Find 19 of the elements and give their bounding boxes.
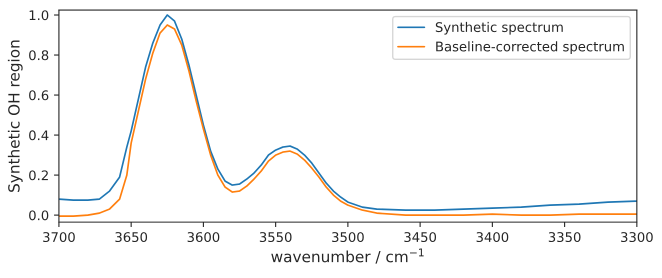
y-tick-label: 0.0: [29, 210, 48, 220]
y-tick-label: 0.6: [29, 90, 48, 100]
x-tick-label: 3550: [260, 232, 292, 242]
x-tick-label: 3350: [548, 232, 581, 242]
legend-label: Baseline-corrected spectrum: [436, 41, 624, 54]
x-tick-label: 3650: [115, 232, 148, 242]
x-tick-label: 3600: [188, 232, 220, 242]
legend-label: Synthetic spectrum: [436, 22, 563, 35]
x-axis-title: wavenumber / cm$^{−1}$: [271, 248, 424, 264]
y-axis-title: Synthetic OH region: [8, 40, 23, 192]
y-tick-label: 1.0: [30, 10, 48, 20]
x-tick-label: 3300: [621, 232, 653, 242]
x-tick-label: 3500: [332, 232, 364, 242]
x-tick-label: 3450: [404, 232, 436, 242]
y-tick-label: 0.8: [29, 50, 48, 60]
y-tick-label: 0.4: [29, 130, 48, 140]
x-tick-label: 3400: [476, 232, 508, 242]
y-tick-label: 0.2: [29, 170, 48, 180]
x-tick-label: 3700: [43, 232, 75, 242]
